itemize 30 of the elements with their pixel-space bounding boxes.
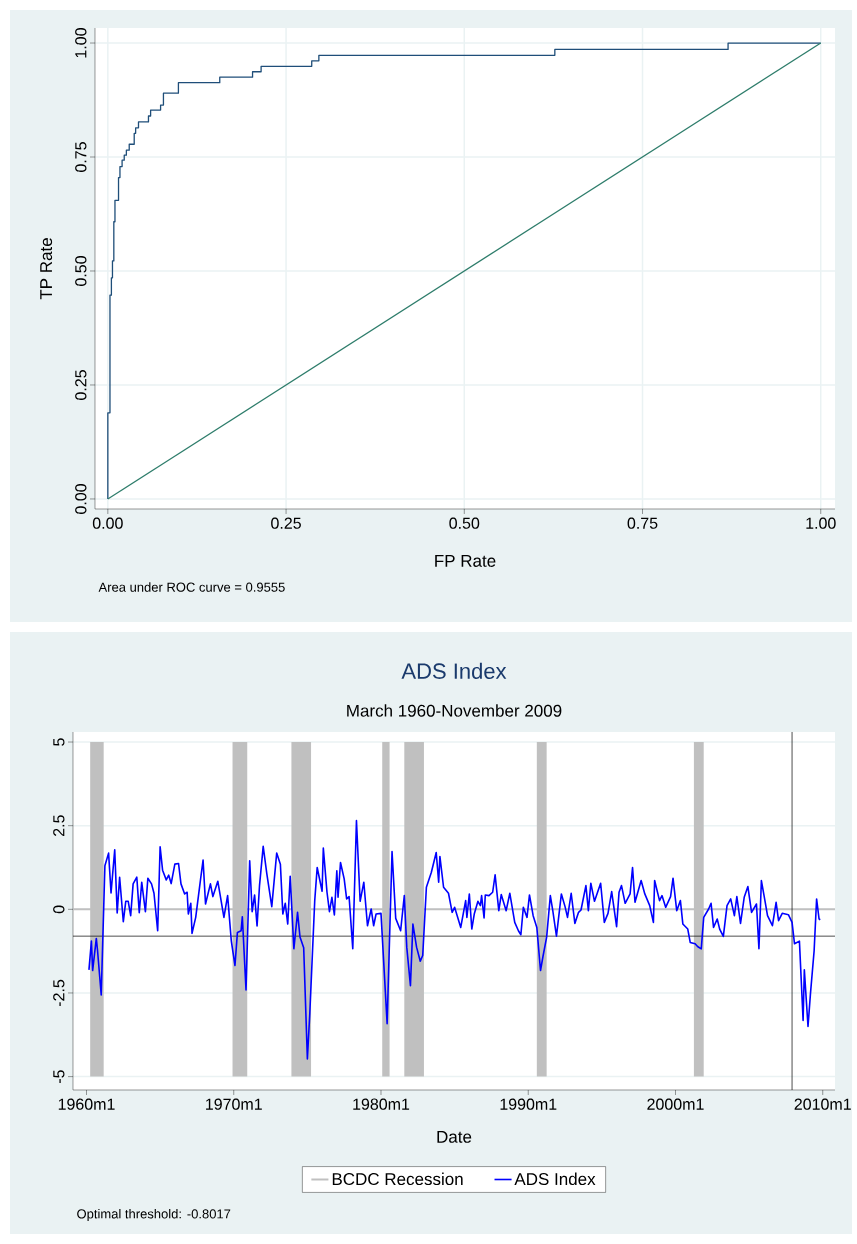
text: Area under ROC curve = 0.9555 xyxy=(98,582,285,592)
chart-title: ADS Index xyxy=(401,662,507,679)
y-tick-label: -2.5 xyxy=(53,979,65,1007)
y-tick-label: 0.50 xyxy=(75,256,87,286)
x-tick-label: 0.75 xyxy=(627,517,658,529)
x-tick-label: 0.25 xyxy=(271,517,301,529)
line-series xyxy=(88,819,822,1060)
x-tick-label: 1970m1 xyxy=(206,1098,262,1110)
chart-subtitle: March 1960-November 2009 xyxy=(347,704,562,717)
x-tick-label: 1990m1 xyxy=(500,1098,557,1110)
y-tick-label: 0.25 xyxy=(75,370,87,400)
y-tick-label: 2.5 xyxy=(53,815,65,836)
x-tick-label: 1.00 xyxy=(806,517,836,529)
text: Optimal threshold: -0.8017 xyxy=(77,1208,231,1222)
y-tick-label: 5 xyxy=(53,738,65,746)
y-axis-title: TP Rate xyxy=(40,238,53,300)
x-tick-label: 1960m1 xyxy=(58,1098,115,1110)
x-tick-label: 0.00 xyxy=(92,517,123,529)
x-axis-title: FP Rate xyxy=(435,555,496,567)
legend-label: ADS Index xyxy=(514,1172,596,1186)
x-tick-label: 0.50 xyxy=(449,517,480,529)
x-tick-label: 2010m1 xyxy=(794,1098,851,1110)
y-tick-label: 0 xyxy=(53,905,65,914)
x-tick-label: 1980m1 xyxy=(353,1098,410,1110)
y-tick-label: 1.00 xyxy=(75,28,87,58)
x-axis-title: Date xyxy=(437,1130,472,1143)
y-tick-label: -5 xyxy=(53,1070,65,1084)
legend-label: BCDC Recession xyxy=(332,1172,463,1186)
y-tick-label: 0.75 xyxy=(75,142,87,172)
x-tick-label: 2000m1 xyxy=(647,1098,704,1110)
